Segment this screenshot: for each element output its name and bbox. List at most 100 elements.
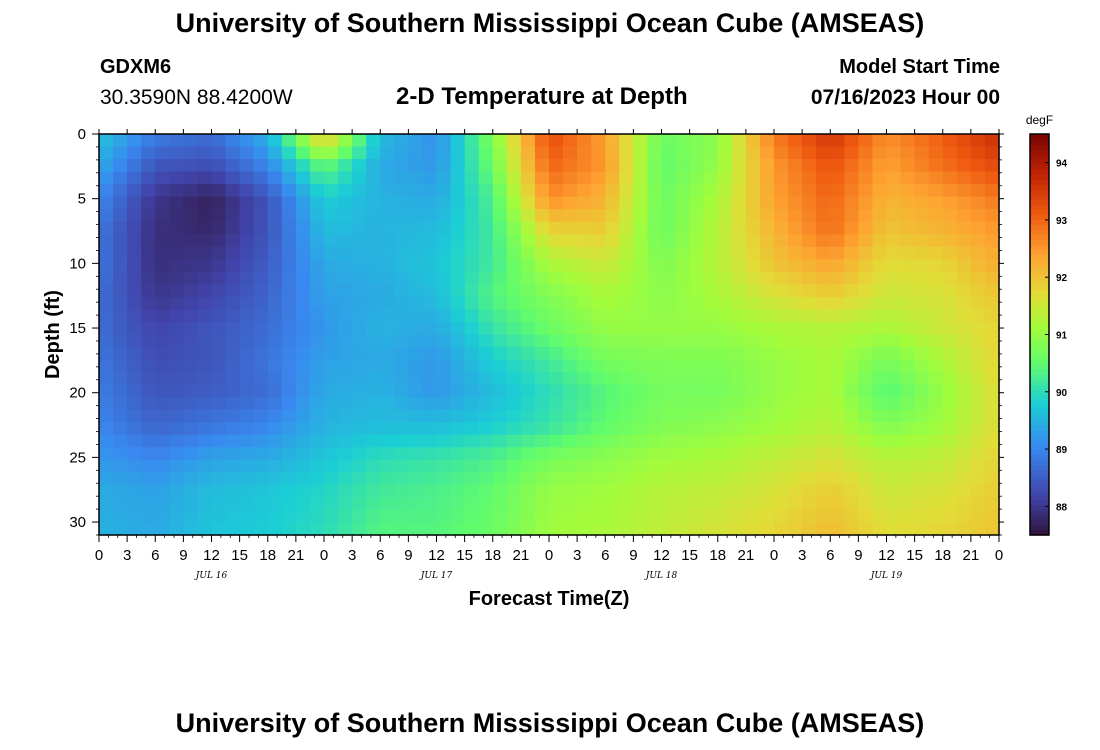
heatmap-cell — [703, 484, 719, 499]
heatmap-cell — [886, 422, 902, 436]
heatmap-cell — [211, 284, 227, 298]
heatmap-cell — [844, 409, 859, 423]
heatmap-cell — [267, 259, 283, 273]
colorbar-segment — [1030, 324, 1049, 331]
heatmap-cell — [492, 347, 508, 361]
heatmap-cell — [506, 384, 522, 398]
heatmap-cell — [436, 484, 452, 499]
heatmap-cell — [675, 134, 691, 148]
heatmap-cell — [127, 309, 142, 323]
heatmap-cell — [731, 146, 747, 160]
heatmap-cell — [366, 159, 381, 173]
x-axis-title: Forecast Time(Z) — [469, 588, 630, 610]
heatmap-cell — [534, 484, 550, 499]
heatmap-cell — [464, 484, 480, 499]
heatmap-cell — [113, 159, 128, 173]
x-tick-label: 21 — [963, 547, 980, 564]
heatmap-cell — [422, 196, 438, 210]
heatmap-cell — [731, 271, 747, 285]
heatmap-cell — [661, 221, 677, 235]
heatmap-cell — [408, 309, 424, 323]
heatmap-cell — [183, 159, 199, 173]
heatmap-cell — [478, 284, 494, 298]
heatmap-cell — [816, 522, 831, 536]
heatmap-cell — [717, 221, 733, 235]
heatmap-cell — [380, 422, 395, 436]
heatmap-cell — [703, 209, 719, 223]
heatmap-cell — [563, 484, 578, 499]
heatmap-cell — [338, 397, 353, 411]
heatmap-cell — [450, 472, 466, 486]
heatmap-cell — [858, 447, 874, 461]
heatmap-cell — [900, 259, 916, 273]
heatmap-cell — [141, 484, 156, 499]
heatmap-cell — [928, 159, 944, 173]
heatmap-cell — [380, 184, 395, 198]
heatmap-cell — [113, 459, 128, 473]
heatmap-cell — [619, 321, 634, 336]
heatmap-cell — [577, 221, 592, 235]
colorbar-segment — [1030, 349, 1049, 356]
heatmap-cell — [295, 459, 311, 473]
heatmap-cell — [394, 372, 409, 386]
heatmap-cell — [295, 472, 311, 486]
heatmap-cell — [380, 409, 395, 423]
heatmap-cell — [211, 459, 227, 473]
heatmap-cell — [155, 146, 170, 160]
heatmap-cell — [169, 347, 184, 361]
heatmap-cell — [858, 522, 874, 536]
heatmap-cell — [886, 234, 902, 248]
heatmap-cell — [788, 234, 803, 248]
heatmap-cell — [492, 321, 508, 336]
heatmap-cell — [394, 497, 409, 511]
heatmap-cell — [324, 196, 339, 210]
heatmap-cell — [366, 447, 381, 461]
heatmap-cell — [520, 296, 536, 311]
heatmap-cell — [253, 221, 269, 235]
heatmap-cell — [324, 509, 339, 524]
heatmap-cell — [844, 497, 859, 511]
heatmap-cell — [380, 321, 395, 336]
heatmap-cell — [155, 497, 170, 511]
heatmap-cell — [295, 259, 311, 273]
heatmap-cell — [450, 434, 466, 448]
heatmap-cell — [717, 134, 733, 148]
heatmap-cell — [478, 409, 494, 423]
heatmap-cell — [408, 472, 424, 486]
heatmap-cell — [380, 509, 395, 524]
heatmap-cell — [788, 209, 803, 223]
heatmap-cell — [408, 459, 424, 473]
x-tick-label: 18 — [934, 547, 951, 564]
heatmap-cell — [759, 146, 775, 160]
heatmap-cell — [942, 271, 958, 285]
heatmap-cell — [450, 359, 466, 373]
heatmap-cell — [647, 234, 663, 248]
heatmap-cell — [549, 447, 564, 461]
heatmap-cell — [830, 209, 845, 223]
heatmap-cell — [830, 459, 845, 473]
heatmap-cell — [816, 221, 831, 235]
heatmap-cell — [872, 459, 888, 473]
heatmap-cell — [970, 271, 986, 285]
heatmap-cell — [549, 347, 564, 361]
heatmap-cell — [183, 234, 199, 248]
heatmap-cell — [366, 409, 381, 423]
heatmap-cell — [99, 159, 114, 173]
heatmap-cell — [563, 209, 578, 223]
heatmap-cell — [816, 134, 831, 148]
heatmap-cell — [506, 359, 522, 373]
heatmap-cell — [942, 509, 958, 524]
heatmap-cell — [492, 422, 508, 436]
heatmap-cell — [155, 171, 170, 185]
heatmap-cell — [816, 171, 831, 185]
heatmap-cell — [99, 347, 114, 361]
heatmap-cell — [577, 472, 592, 486]
heatmap-cell — [408, 384, 424, 398]
heatmap-cell — [563, 234, 578, 248]
heatmap-cell — [745, 134, 761, 148]
heatmap-cell — [394, 459, 409, 473]
heatmap-cell — [788, 459, 803, 473]
heatmap-cell — [253, 209, 269, 223]
heatmap-cell — [816, 359, 831, 373]
heatmap-cell — [324, 246, 339, 260]
